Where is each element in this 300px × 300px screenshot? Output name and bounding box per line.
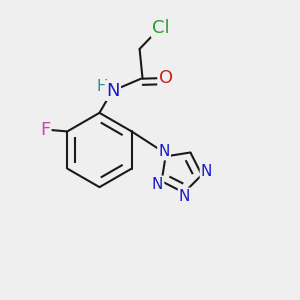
Text: N: N <box>201 164 212 179</box>
Text: N: N <box>158 144 170 159</box>
Text: H: H <box>96 80 108 94</box>
Text: N: N <box>152 177 163 192</box>
Text: O: O <box>159 69 173 87</box>
Text: N: N <box>179 189 190 204</box>
Text: N: N <box>106 82 120 100</box>
Text: Cl: Cl <box>152 19 170 37</box>
Text: F: F <box>40 121 50 139</box>
